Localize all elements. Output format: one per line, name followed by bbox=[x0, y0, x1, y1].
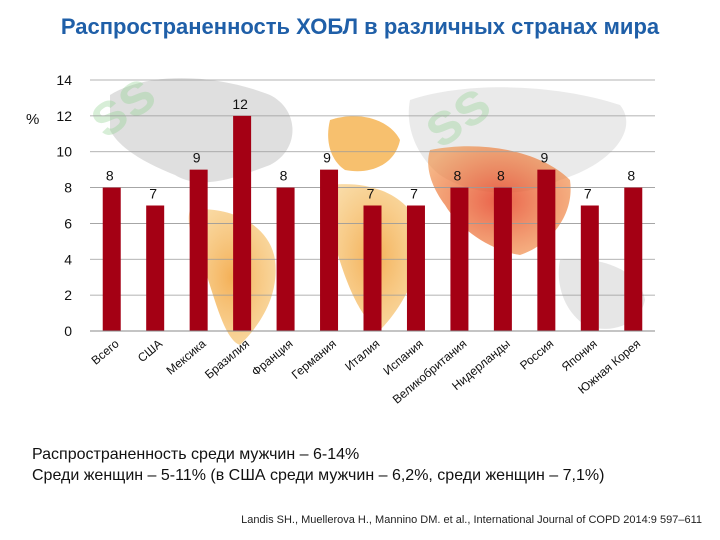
data-label: 8 bbox=[106, 168, 114, 184]
x-tick-label: Франция bbox=[249, 337, 296, 379]
x-tick-label: Япония bbox=[559, 337, 600, 375]
bar bbox=[580, 205, 599, 331]
data-label: 9 bbox=[323, 150, 331, 166]
bars bbox=[102, 115, 643, 331]
summary-women: Среди женщин – 5-11% (в США среди мужчин… bbox=[32, 467, 605, 484]
bar bbox=[276, 187, 295, 331]
data-labels: 8 7 9 12 8 9 7 7 8 8 9 7 8 bbox=[106, 96, 636, 202]
data-label: 9 bbox=[540, 150, 548, 166]
x-tick-label: Германия bbox=[289, 337, 339, 382]
bar bbox=[146, 205, 165, 331]
summary-text: Распространенность среди мужчин – 6-14% … bbox=[32, 444, 604, 486]
bar bbox=[189, 169, 208, 331]
x-tick-label: Всего bbox=[89, 336, 122, 367]
y-tick-label: 2 bbox=[64, 287, 72, 303]
bar bbox=[537, 169, 556, 331]
y-axis-label: % bbox=[26, 111, 39, 128]
data-label: 9 bbox=[193, 150, 201, 166]
y-tick-label: 6 bbox=[64, 215, 72, 231]
bar bbox=[493, 187, 512, 331]
bar bbox=[233, 115, 252, 331]
y-tick-label: 8 bbox=[64, 180, 72, 196]
data-label: 8 bbox=[627, 168, 635, 184]
data-label: 7 bbox=[584, 186, 592, 202]
bar bbox=[320, 169, 339, 331]
bar bbox=[406, 205, 425, 331]
citation: Landis SH., Muellerova H., Mannino DM. e… bbox=[241, 514, 702, 526]
slide-title: Распространенность ХОБЛ в различных стра… bbox=[60, 14, 660, 39]
x-tick-label: Россия bbox=[517, 337, 556, 373]
y-axis-ticks: 0 2 4 6 8 10 12 14 bbox=[56, 72, 72, 339]
y-tick-label: 14 bbox=[56, 72, 72, 88]
x-tick-label: Италия bbox=[342, 337, 382, 374]
data-label: 7 bbox=[410, 186, 418, 202]
data-label: 7 bbox=[367, 186, 375, 202]
data-label: 8 bbox=[280, 168, 288, 184]
x-tick-label: США bbox=[135, 337, 165, 366]
bar bbox=[450, 187, 469, 331]
bar bbox=[102, 187, 121, 331]
summary-men: Распространенность среди мужчин – 6-14% bbox=[32, 446, 360, 463]
data-label: 12 bbox=[232, 96, 248, 112]
data-label: 7 bbox=[149, 186, 157, 202]
data-label: 8 bbox=[454, 168, 462, 184]
x-tick-label: Великобритания bbox=[390, 337, 470, 407]
y-tick-label: 4 bbox=[64, 251, 72, 267]
x-tick-label: Бразилия bbox=[202, 337, 252, 382]
y-tick-label: 12 bbox=[56, 108, 72, 124]
y-tick-label: 10 bbox=[56, 144, 72, 160]
bar bbox=[363, 205, 382, 331]
bar bbox=[624, 187, 643, 331]
y-tick-label: 0 bbox=[64, 323, 72, 339]
data-label: 8 bbox=[497, 168, 505, 184]
